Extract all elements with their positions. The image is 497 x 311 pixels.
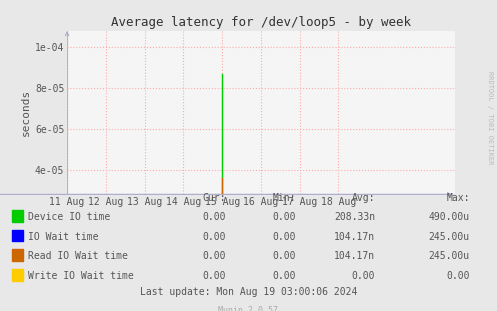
- Title: Average latency for /dev/loop5 - by week: Average latency for /dev/loop5 - by week: [111, 16, 411, 29]
- Text: 0.00: 0.00: [203, 232, 226, 242]
- Text: 0.00: 0.00: [272, 232, 296, 242]
- Text: Read IO Wait time: Read IO Wait time: [28, 251, 128, 261]
- Text: 0.00: 0.00: [272, 251, 296, 261]
- Text: RRDTOOL / TOBI OETIKER: RRDTOOL / TOBI OETIKER: [487, 72, 493, 165]
- Text: Device IO time: Device IO time: [28, 212, 110, 222]
- Text: 104.17n: 104.17n: [334, 251, 375, 261]
- Text: Write IO Wait time: Write IO Wait time: [28, 271, 134, 281]
- Text: 104.17n: 104.17n: [334, 232, 375, 242]
- Text: 208.33n: 208.33n: [334, 212, 375, 222]
- Text: 245.00u: 245.00u: [428, 232, 470, 242]
- Text: 490.00u: 490.00u: [428, 212, 470, 222]
- Text: 0.00: 0.00: [446, 271, 470, 281]
- Text: Cur:: Cur:: [203, 193, 226, 202]
- Text: Munin 2.0.57: Munin 2.0.57: [219, 305, 278, 311]
- Text: Max:: Max:: [446, 193, 470, 202]
- Text: 245.00u: 245.00u: [428, 251, 470, 261]
- Text: IO Wait time: IO Wait time: [28, 232, 99, 242]
- Text: Last update: Mon Aug 19 03:00:06 2024: Last update: Mon Aug 19 03:00:06 2024: [140, 287, 357, 297]
- Text: 0.00: 0.00: [203, 251, 226, 261]
- Text: Min:: Min:: [272, 193, 296, 202]
- Y-axis label: seconds: seconds: [21, 89, 31, 136]
- Text: 0.00: 0.00: [272, 212, 296, 222]
- Text: 0.00: 0.00: [272, 271, 296, 281]
- Text: 0.00: 0.00: [203, 212, 226, 222]
- Text: 0.00: 0.00: [203, 271, 226, 281]
- Text: 0.00: 0.00: [352, 271, 375, 281]
- Text: Avg:: Avg:: [352, 193, 375, 202]
